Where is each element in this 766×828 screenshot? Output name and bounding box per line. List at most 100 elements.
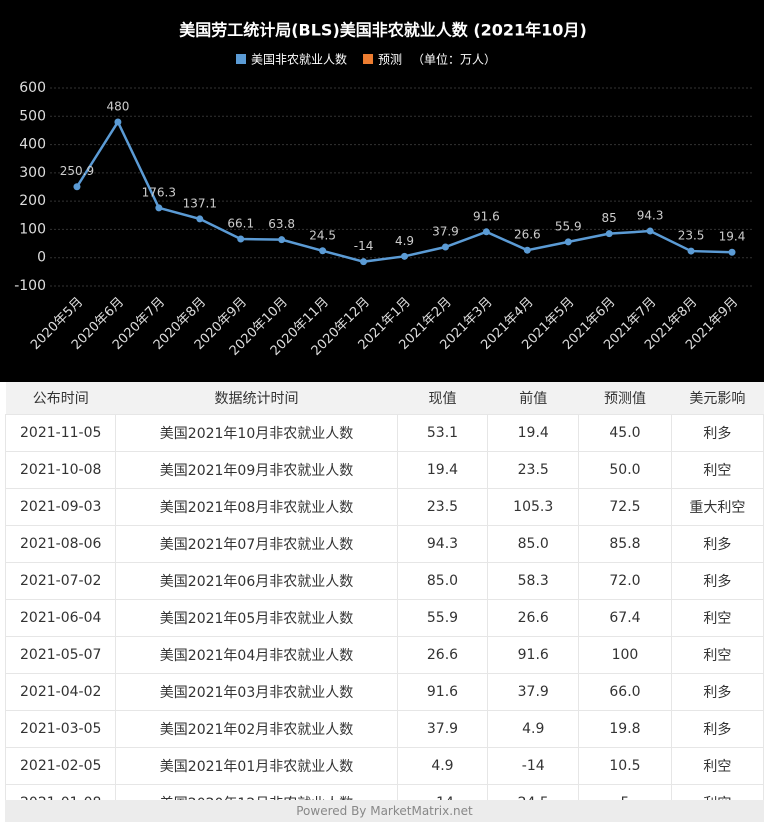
table-cell: 美国2021年06月非农就业人数 [115, 562, 398, 600]
table-header: 现值 [397, 382, 488, 415]
data-label: 176.3 [142, 185, 176, 199]
table-cell: 58.3 [487, 562, 580, 600]
table-row: 2021-02-05 美国2021年01月非农就业人数 4.9 -14 10.5 利空 [4, 747, 765, 785]
data-label: 26.6 [514, 228, 541, 242]
table-cell: 2021-05-07 [4, 636, 117, 674]
table-header: 数据统计时间 [115, 382, 398, 415]
table-cell: 10.5 [578, 747, 672, 785]
data-label: -14 [354, 239, 374, 253]
table-cell: 100 [578, 636, 672, 674]
data-point [646, 227, 654, 235]
table-cell: 19.8 [578, 710, 672, 748]
data-point [360, 258, 368, 266]
y-tick-label: 500 [19, 108, 46, 124]
y-tick-label: 300 [19, 165, 46, 181]
table-cell: 利空 [670, 599, 765, 637]
table-cell: 2021-07-02 [4, 562, 117, 600]
chart-title: 美国劳工统计局(BLS)美国非农就业人数 (2021年10月) [179, 21, 587, 40]
data-label: 4.9 [395, 234, 414, 248]
table-cell: 66.0 [578, 673, 672, 711]
table-cell: 利多 [670, 673, 765, 711]
table-cell: 53.1 [396, 414, 489, 452]
data-point [523, 246, 531, 254]
chart: 美国劳工统计局(BLS)美国非农就业人数 (2021年10月) -100 0 100… [0, 0, 764, 382]
data-label: 85 [602, 211, 617, 225]
chart-background [0, 0, 764, 382]
data-point [400, 252, 408, 260]
table-cell: 美国2021年07月非农就业人数 [115, 525, 398, 563]
table-row: 2021-05-07 美国2021年04月非农就业人数 26.6 91.6 100 利空 [4, 636, 765, 674]
legend-note: （单位：万人） [412, 52, 496, 67]
table-cell: 美国2021年01月非农就业人数 [115, 747, 398, 785]
y-tick-label: 600 [19, 80, 46, 96]
table-cell: 50.0 [578, 451, 672, 489]
data-point [687, 247, 695, 255]
data-point [319, 247, 327, 255]
data-point [728, 248, 736, 256]
data-point [278, 236, 286, 244]
header-row: 公布时间 数据统计时间 现值 前值 预测值 美元影响 [5, 382, 764, 415]
table-cell: 85.8 [578, 525, 672, 563]
table-cell: 72.5 [578, 488, 672, 526]
table-row: 2021-04-02 美国2021年03月非农就业人数 91.6 37.9 66.0 利多 [4, 673, 765, 711]
legend-swatch [236, 54, 246, 64]
table-cell: 19.4 [487, 414, 580, 452]
table-cell: 利多 [670, 710, 765, 748]
table-cell: 4.9 [396, 747, 489, 785]
table-row: 2021-09-03 美国2021年08月非农就业人数 23.5 105.3 72.5 重… [4, 488, 765, 526]
table-cell: 26.6 [487, 599, 580, 637]
data-point [564, 238, 572, 246]
data-table: 公布时间 数据统计时间 现值 前值 预测值 美元影响 2021-11-05 美国2021年10… [4, 382, 765, 822]
table-cell: 2021-08-06 [4, 525, 117, 563]
table-cell: 55.9 [396, 599, 489, 637]
data-point [73, 183, 81, 191]
table-cell: 美国2021年04月非农就业人数 [115, 636, 398, 674]
table-cell: 2021-04-02 [4, 673, 117, 711]
table-cell: 4.9 [487, 710, 580, 748]
table-cell: 23.5 [396, 488, 489, 526]
table-cell: 利空 [670, 636, 765, 674]
table-cell: 37.9 [396, 710, 489, 748]
table-cell: 2021-02-05 [4, 747, 117, 785]
table-row: 2021-11-05 美国2021年10月非农就业人数 53.1 19.4 45.0 利多 [4, 414, 765, 452]
table-cell: 美国2021年02月非农就业人数 [115, 710, 398, 748]
table-cell: 美国2021年05月非农就业人数 [115, 599, 398, 637]
legend-label: 美国非农就业人数 [251, 52, 347, 67]
table-cell: 美国2021年08月非农就业人数 [115, 488, 398, 526]
y-tick-label: 200 [19, 193, 46, 209]
table-row: 2021-10-08 美国2021年09月非农就业人数 19.4 23.5 50.0 利空 [4, 451, 765, 489]
table-cell: 2021-03-05 [4, 710, 117, 748]
y-tick-label: 400 [19, 137, 46, 153]
table-header: 预测值 [578, 382, 672, 415]
table-header: 公布时间 [5, 382, 116, 415]
data-label: 94.3 [637, 209, 664, 223]
data-label: 63.8 [268, 217, 295, 231]
data-point [482, 228, 490, 236]
table-row: 2021-03-05 美国2021年02月非农就业人数 37.9 4.9 19.8 利多 [4, 710, 765, 748]
data-point [441, 243, 449, 251]
data-point [114, 118, 122, 126]
table-cell: 2021-11-05 [4, 414, 117, 452]
data-label: 250.9 [60, 164, 94, 178]
table-row: 2021-07-02 美国2021年06月非农就业人数 85.0 58.3 72.0 利多 [4, 562, 765, 600]
table-cell: 利空 [670, 747, 765, 785]
data-point [605, 230, 613, 238]
data-label: 66.1 [227, 217, 254, 231]
data-label: 23.5 [678, 229, 705, 243]
table-row: 2021-08-06 美国2021年07月非农就业人数 94.3 85.0 85.8 利多 [4, 525, 765, 563]
table-cell: 91.6 [487, 636, 580, 674]
table-cell: 美国2021年03月非农就业人数 [115, 673, 398, 711]
data-label: 137.1 [183, 196, 217, 210]
table-cell: 2021-09-03 [4, 488, 117, 526]
table-cell: 85.0 [396, 562, 489, 600]
table-cell: 美国2021年10月非农就业人数 [115, 414, 398, 452]
table-cell: 45.0 [578, 414, 672, 452]
table-cell: 91.6 [396, 673, 489, 711]
table-cell: 37.9 [487, 673, 580, 711]
data-point [196, 215, 204, 223]
table-cell: 利空 [670, 451, 765, 489]
legend-swatch [363, 54, 374, 64]
data-point [237, 235, 245, 243]
data-label: 55.9 [555, 219, 582, 233]
